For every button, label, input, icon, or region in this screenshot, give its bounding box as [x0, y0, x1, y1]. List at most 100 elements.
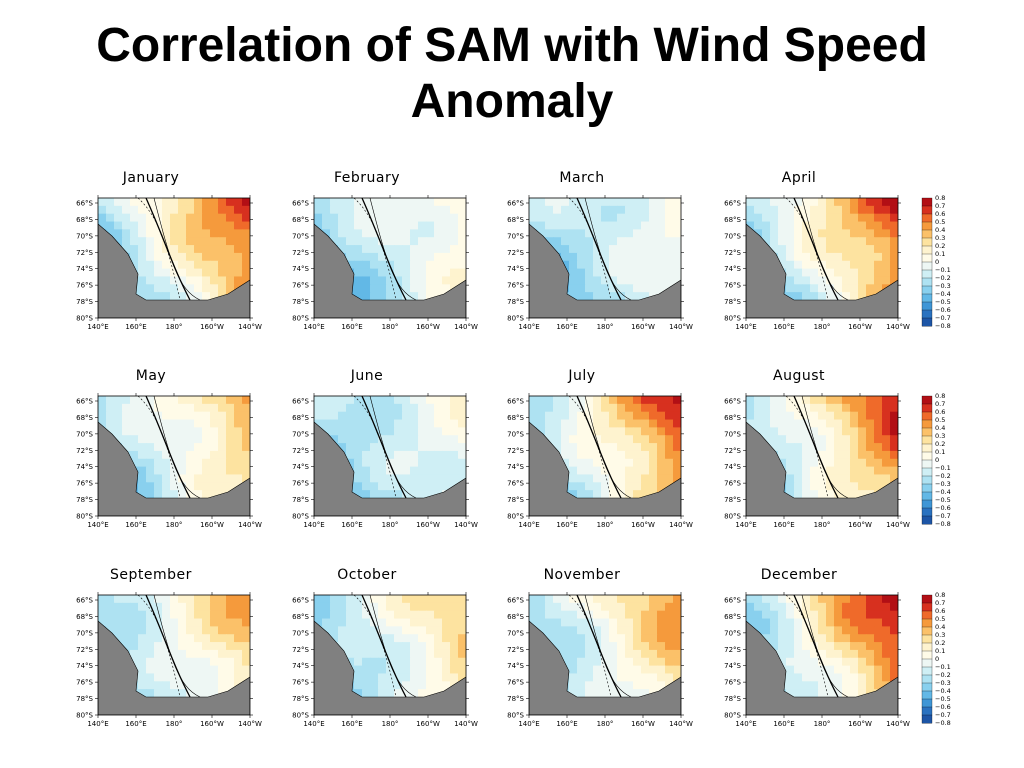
- field-cell: [218, 665, 227, 675]
- field-cell: [426, 252, 435, 262]
- field-cell: [617, 595, 626, 604]
- field-cell: [146, 642, 155, 651]
- colorbar-swatch: [921, 515, 933, 525]
- field-cell: [354, 237, 363, 246]
- field-cell: [593, 689, 602, 698]
- correlation-field: [314, 198, 466, 318]
- field-cell: [130, 252, 139, 262]
- field-cell: [882, 474, 891, 483]
- field-cell: [234, 602, 243, 612]
- colorbar-label: −0.5: [935, 298, 951, 306]
- field-cell: [850, 649, 859, 659]
- field-cell: [234, 252, 243, 262]
- field-cell: [362, 396, 371, 405]
- field-cell: [354, 657, 363, 667]
- field-cell: [818, 681, 827, 690]
- field-cell: [810, 245, 819, 254]
- field-cell: [649, 237, 658, 246]
- field-cell: [442, 213, 451, 223]
- map-panel-july: July 66°S 68°S 70°S 72°S 74°S 76°S 78°S 80°S 140°…: [473, 368, 693, 543]
- field-cell: [354, 681, 363, 690]
- field-cell: [218, 198, 227, 207]
- field-cell: [162, 626, 171, 635]
- x-tick-label: 140°E: [303, 323, 324, 331]
- field-cell: [842, 450, 851, 460]
- field-cell: [362, 419, 371, 428]
- field-cell: [762, 403, 771, 413]
- field-cell: [593, 595, 602, 604]
- field-cell: [226, 427, 235, 436]
- field-cell: [362, 634, 371, 643]
- field-cell: [314, 205, 323, 215]
- field-cell: [98, 396, 107, 405]
- field-cell: [122, 610, 131, 620]
- field-cell: [426, 276, 435, 285]
- field-cell: [178, 602, 187, 612]
- field-cell: [569, 205, 578, 215]
- x-tick-label: 140°E: [518, 323, 539, 331]
- y-tick-label: 74°S: [292, 265, 309, 273]
- field-cell: [370, 689, 379, 698]
- field-cell: [609, 657, 618, 667]
- field-cell: [673, 268, 681, 278]
- field-cell: [649, 396, 658, 405]
- field-cell: [410, 626, 419, 635]
- field-cell: [386, 205, 395, 215]
- field-cell: [794, 618, 803, 627]
- field-cell: [426, 419, 435, 428]
- field-cell: [106, 602, 115, 612]
- field-cell: [426, 642, 435, 651]
- field-cell: [649, 626, 658, 635]
- field-cell: [122, 198, 131, 207]
- field-cell: [617, 419, 626, 428]
- field-cell: [242, 221, 250, 230]
- contour-line: [153, 595, 201, 698]
- field-cell: [569, 595, 578, 604]
- panel-title: November: [543, 567, 621, 583]
- field-cell: [242, 602, 250, 612]
- colorbar-label: 0.5: [935, 615, 945, 623]
- field-cell: [754, 221, 763, 230]
- field-cell: [394, 292, 403, 301]
- field-cell: [866, 419, 875, 428]
- field-cell: [346, 595, 355, 604]
- field-cell: [186, 450, 195, 460]
- field-cell: [593, 419, 602, 428]
- field-cell: [146, 419, 155, 428]
- field-cell: [810, 689, 819, 698]
- field-cell: [322, 396, 331, 405]
- field-cell: [330, 396, 339, 405]
- x-tick-label: 160°W: [631, 323, 655, 331]
- field-cell: [633, 237, 642, 246]
- field-cell: [537, 213, 546, 223]
- field-cell: [394, 610, 403, 620]
- field-cell: [754, 403, 763, 413]
- field-cell: [346, 458, 355, 468]
- field-cell: [202, 221, 211, 230]
- field-cell: [138, 198, 147, 207]
- field-cell: [673, 466, 681, 476]
- x-tick-label: 160°W: [200, 323, 224, 331]
- field-cell: [186, 396, 195, 405]
- field-cell: [874, 284, 883, 293]
- x-tick-label: 160°E: [556, 323, 577, 331]
- x-tick-label: 160°E: [341, 521, 362, 529]
- field-cell: [641, 229, 650, 238]
- field-cell: [850, 490, 859, 499]
- y-tick-label: 72°S: [724, 447, 741, 455]
- field-cell: [874, 213, 883, 223]
- field-cell: [370, 198, 379, 207]
- field-cell: [866, 205, 875, 215]
- field-cell: [186, 681, 195, 690]
- field-cell: [794, 419, 803, 428]
- field-cell: [665, 205, 674, 215]
- field-cell: [834, 602, 843, 612]
- field-cell: [226, 665, 235, 675]
- field-cell: [234, 610, 243, 620]
- field-cell: [633, 268, 642, 278]
- field-cell: [154, 602, 163, 612]
- field-cell: [641, 642, 650, 651]
- field-cell: [226, 642, 235, 651]
- field-cell: [106, 610, 115, 620]
- field-cell: [802, 458, 811, 468]
